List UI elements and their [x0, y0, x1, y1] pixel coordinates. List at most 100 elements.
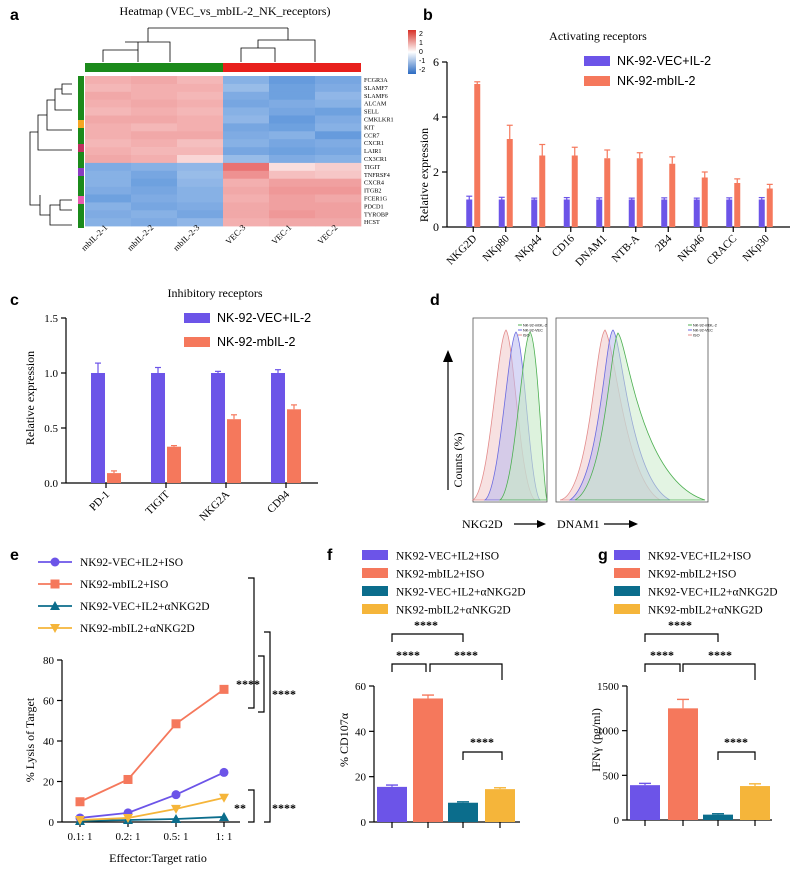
panel-e-ylabel: % Lysis of Target [23, 697, 37, 782]
row-dendrogram [29, 83, 72, 226]
heatmap-row-label-SELL: SELL [364, 109, 379, 116]
legend-swatch-mbil2 [584, 76, 610, 86]
b-bar-DNAM1-mbil2 [604, 158, 611, 227]
legend-label-mbil2-c: NK-92-mbIL-2 [217, 335, 296, 349]
heatmap-cell-CX3CR1-mbIL-2-1 [85, 155, 132, 164]
heatmap-row-label-PDCD1: PDCD1 [364, 203, 384, 210]
heatmap-cell-FCGR3A-mbIL-2-3 [177, 76, 224, 85]
heatmap-cell-KIT-mbIL-2-1 [85, 123, 132, 132]
e-ytick-label-0: 0 [49, 817, 55, 829]
heatmap-cell-KIT-VEC-1 [269, 123, 316, 132]
f-ytick-label-0: 0 [361, 817, 367, 829]
heatmap-cell-SELL-VEC-2 [315, 107, 362, 116]
panel-c-title: Inhibitory receptors [168, 286, 263, 300]
heatmap-cell-SLAMF7-mbIL-2-2 [131, 83, 178, 93]
heatmap-row-label-LAIR1: LAIR1 [364, 148, 382, 155]
heatmap-cell-CMKLKR1-mbIL-2-3 [177, 115, 224, 124]
heatmap-cell-ITGB2-mbIL-2-3 [177, 186, 224, 195]
heatmap-cell-FCER1G-VEC-2 [315, 194, 362, 203]
heatmap-cell-SELL-VEC-3 [223, 107, 270, 116]
heatmap-cell-CXCR1-VEC-2 [315, 139, 362, 148]
b-bar-NKp30-vec [758, 199, 765, 227]
panel-b-ylabel: Relative expression [417, 128, 431, 222]
svg-text:NK-92-VEC: NK-92-VEC [523, 329, 543, 333]
heatmap-row-label-CCR7: CCR7 [364, 132, 379, 139]
g-ytick-label-2: 1000 [597, 726, 620, 738]
heatmap-cell-SLAMF7-VEC-2 [315, 83, 362, 93]
b-ytick-label-3: 6 [433, 55, 439, 69]
heatmap-cell-SLAMF7-VEC-1 [269, 83, 316, 93]
xlabel-dnam1: DNAM1 [557, 517, 600, 531]
heatmap-cell-ALCAM-VEC-1 [269, 99, 316, 108]
heatmap-cell-CCR7-VEC-1 [269, 131, 316, 140]
histogram-legend-dnam1: NK-92-mbIL-2 NK-92-VEC ISO [688, 324, 717, 338]
heatmap-cell-CXCR1-VEC-3 [223, 139, 270, 148]
f-legend-label-1: NK92-mbIL2+ISO [396, 569, 484, 581]
group-bar-vec [223, 63, 361, 72]
heatmap-row-label-CXCR1: CXCR1 [364, 140, 384, 147]
svg-text:ISO: ISO [693, 334, 700, 338]
sig-f-4: **** [470, 735, 494, 749]
panel-c-ylabel: Relative expression [23, 351, 37, 445]
b-bar-NKp46-mbil2 [701, 177, 708, 227]
b-bar-NKG2D-mbil2 [474, 84, 481, 227]
f-legend-label-3: NK92-mbIL2+αNKG2D [396, 605, 511, 617]
heatmap-cell-KIT-mbIL-2-3 [177, 123, 224, 132]
e-ytick-label-2: 40 [43, 736, 55, 748]
heatmap-row-label-TYROBP: TYROBP [364, 211, 389, 218]
heatmap-cell-TIGIT-VEC-3 [223, 162, 270, 172]
heatmap-col-label-mbIL-2-3: mbIL-2-3 [171, 222, 201, 252]
xarrowhead-dnam1 [629, 520, 638, 528]
legend-label-mbil2: NK-92-mbIL-2 [617, 74, 696, 88]
sig-f-2: **** [396, 648, 420, 662]
e-point-3-3 [219, 793, 229, 803]
heatmap-cell-ALCAM-mbIL-2-3 [177, 99, 224, 108]
heatmap-cell-SLAMF6-VEC-1 [269, 91, 316, 100]
panel-e-significance [248, 577, 271, 823]
heatmap-cell-PDCD1-mbIL-2-1 [85, 202, 132, 211]
c-xtick-label-2: NKG2A [197, 489, 232, 524]
heatmap-cell-FCGR3A-mbIL-2-2 [131, 76, 178, 85]
heatmap-cell-SLAMF6-mbIL-2-2 [131, 91, 178, 100]
b-bar-NKp80-mbil2 [506, 139, 513, 227]
b-ytick-label-2: 4 [433, 110, 439, 124]
b-xtick-label-9: NKp30 [740, 232, 772, 264]
b-xtick-label-1: NKp80 [480, 232, 512, 264]
panel-g-legend: NK92-VEC+IL2+ISO NK92-mbIL2+ISO NK92-VEC+I… [614, 550, 778, 617]
heatmap-cell-FCER1G-VEC-1 [269, 194, 316, 203]
heatmap-row-label-TNFRSF4: TNFRSF4 [364, 172, 390, 179]
f-legend-swatch-0 [362, 550, 388, 560]
c-bar-TIGIT-mbil2 [167, 446, 181, 483]
f-legend-label-2: NK92-VEC+IL2+αNKG2D [396, 587, 526, 599]
heatmap-row-label-KIT: KIT [364, 124, 375, 131]
heatmap-cell-ALCAM-mbIL-2-2 [131, 99, 178, 108]
c-bar-CD94-vec [271, 373, 285, 483]
sig-f-1: **** [414, 618, 438, 632]
histogram-legend-nkg2d: NK-92-mbIL-2 NK-92-VEC ISO [518, 324, 547, 338]
f-bar-0 [377, 786, 407, 822]
panel-b-title: Activating receptors [549, 29, 647, 43]
heatmap-cell-SLAMF7-VEC-3 [223, 83, 270, 93]
heatmap-cell-ITGB2-mbIL-2-2 [131, 186, 178, 195]
heatmap-cell-SELL-mbIL-2-2 [131, 107, 178, 116]
heatmap-cell-CX3CR1-mbIL-2-2 [131, 155, 178, 164]
b-bar-DNAM1-vec [596, 199, 603, 227]
e-line-0 [79, 771, 225, 819]
g-bar-2 [703, 814, 733, 820]
panel-letter-a: a [10, 7, 19, 24]
heatmap-cell-CMKLKR1-VEC-1 [269, 115, 316, 124]
heatmap-cell-TIGIT-mbIL-2-2 [131, 162, 178, 172]
xarrowhead-nkg2d [537, 520, 546, 528]
heatmap-title: Heatmap (VEC_vs_mbIL-2_NK_receptors) [120, 4, 331, 18]
b-xtick-label-2: NKp44 [513, 232, 545, 264]
c-ytick-label-0: 0.0 [44, 478, 58, 490]
f-bar-1 [413, 698, 443, 822]
heatmap-cell-ALCAM-mbIL-2-1 [85, 99, 132, 108]
heatmap-cell-KIT-VEC-2 [315, 123, 362, 132]
e-point-2-3 [219, 811, 229, 821]
heatmap-row-label-SLAMF7: SLAMF7 [364, 85, 388, 92]
heatmap-cell-CX3CR1-VEC-3 [223, 155, 270, 164]
g-ytick-label-1: 500 [603, 770, 620, 782]
g-legend-swatch-1 [614, 568, 640, 578]
